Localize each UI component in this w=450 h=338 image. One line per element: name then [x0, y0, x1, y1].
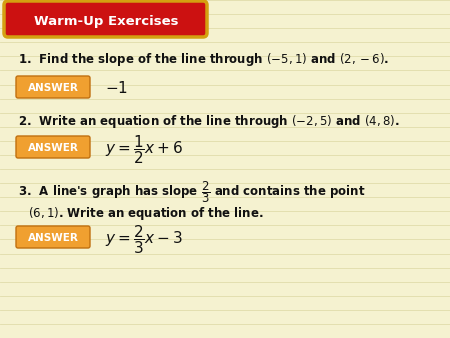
- Text: ANSWER: ANSWER: [27, 233, 78, 243]
- Text: 3.  A line's graph has slope $\dfrac{2}{3}$ and contains the point: 3. A line's graph has slope $\dfrac{2}{3…: [18, 179, 365, 205]
- Text: 1.  Find the slope of the line through $(-5, 1)$ and $(2, -6)$.: 1. Find the slope of the line through $(…: [18, 51, 389, 69]
- Text: ANSWER: ANSWER: [27, 83, 78, 93]
- Text: ANSWER: ANSWER: [27, 143, 78, 153]
- Text: 2.  Write an equation of the line through $(-2, 5)$ and $(4, 8)$.: 2. Write an equation of the line through…: [18, 114, 400, 130]
- FancyBboxPatch shape: [16, 136, 90, 158]
- Text: $y = \dfrac{1}{2}x + 6$: $y = \dfrac{1}{2}x + 6$: [105, 134, 183, 166]
- FancyBboxPatch shape: [16, 226, 90, 248]
- Text: $y = \dfrac{2}{3}x - 3$: $y = \dfrac{2}{3}x - 3$: [105, 224, 183, 257]
- FancyBboxPatch shape: [4, 1, 207, 37]
- FancyBboxPatch shape: [16, 76, 90, 98]
- Text: $-1$: $-1$: [105, 80, 128, 96]
- Text: Warm-Up Exercises: Warm-Up Exercises: [34, 15, 178, 27]
- Text: $(6, 1)$. Write an equation of the line.: $(6, 1)$. Write an equation of the line.: [28, 204, 264, 221]
